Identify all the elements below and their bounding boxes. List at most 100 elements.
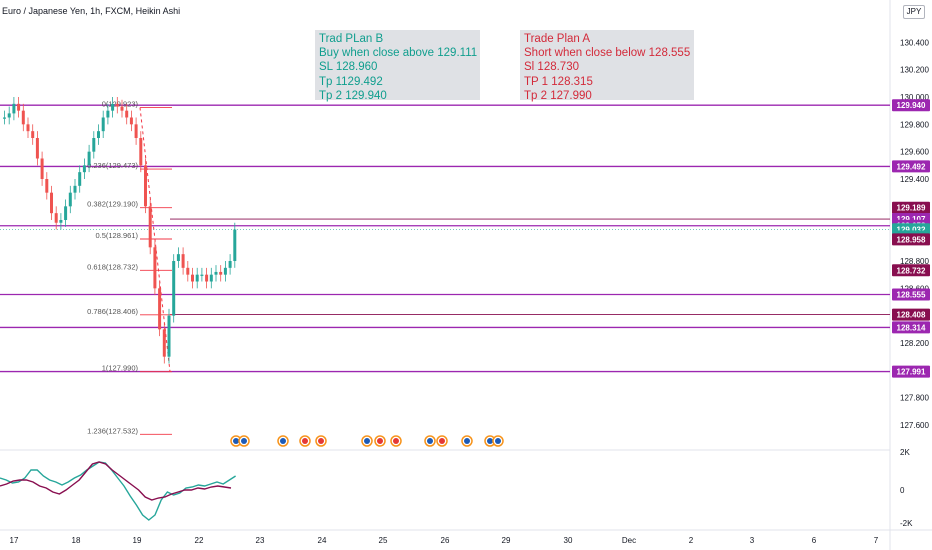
event-marker-dot — [241, 438, 247, 444]
price-badge — [892, 160, 930, 173]
candle-body — [97, 131, 100, 138]
price-badge-label: 129.492 — [897, 162, 926, 171]
candle-body — [120, 106, 124, 111]
osc-tick-label: 2K — [900, 448, 910, 457]
candle-body — [134, 124, 138, 138]
event-marker-dot — [233, 438, 239, 444]
x-tick-label: Dec — [622, 536, 636, 545]
fib-level-label: 0(129.923) — [102, 100, 139, 109]
y-tick-label: 130.400 — [900, 38, 929, 47]
x-tick-label: 24 — [318, 536, 327, 545]
candle-body — [92, 138, 96, 152]
plan-b-line4: Tp 2 129.940 — [319, 89, 387, 102]
y-tick-label: 129.400 — [900, 175, 929, 184]
candle-body — [87, 151, 91, 166]
oscillator-line-slow — [0, 461, 232, 501]
candle-body — [125, 110, 129, 118]
oscillator-line-fast — [0, 461, 236, 521]
x-tick-label: 23 — [256, 536, 265, 545]
x-tick-label: 30 — [564, 536, 573, 545]
price-badge — [892, 201, 930, 214]
y-tick-label: 130.000 — [900, 93, 929, 102]
fib-level-label: 0.5(128.961) — [95, 231, 138, 240]
candle-body — [205, 274, 209, 282]
candle-body — [219, 271, 223, 275]
y-tick-label: 129.800 — [900, 120, 929, 129]
candle-body — [111, 103, 115, 111]
candle-body — [45, 179, 49, 193]
plan-a-line4: Tp 2 127.990 — [524, 89, 592, 102]
event-marker-dot — [439, 438, 445, 444]
osc-tick-label: 0 — [900, 486, 905, 495]
candle-body — [148, 206, 152, 248]
candle-body — [144, 165, 147, 207]
plan-b-title: Trad PLan B — [319, 33, 384, 45]
price-badge-label: 128.732 — [897, 266, 926, 275]
price-badge-label: 129.107 — [897, 215, 926, 224]
y-tick-label: 130.200 — [900, 66, 929, 75]
candle-body — [158, 288, 162, 330]
price-badge-label: 128.958 — [897, 235, 926, 244]
price-badge — [892, 308, 930, 321]
price-badge — [892, 288, 930, 301]
fib-trend-line — [139, 107, 171, 372]
candle-body — [195, 274, 199, 282]
candle-body — [26, 124, 30, 132]
candle-body — [153, 247, 157, 289]
candle-body — [106, 110, 110, 118]
price-badge-label: 128.408 — [897, 311, 926, 320]
candle-body — [176, 254, 180, 261]
fib-level-label: 0.618(128.732) — [87, 262, 138, 271]
candle-body — [181, 254, 185, 268]
price-badge-label: 128.314 — [897, 323, 926, 332]
x-tick-label: 17 — [10, 536, 19, 545]
x-tick-label: 7 — [874, 536, 879, 545]
candle-body — [54, 213, 58, 223]
trade-plan-a-note[interactable]: Trade Plan A Short when close below 128.… — [520, 30, 694, 102]
fib-level-label: 1(127.990) — [102, 364, 139, 373]
candle-body — [21, 110, 25, 125]
chart-title: Euro / Japanese Yen, 1h, FXCM, Heikin As… — [2, 6, 181, 16]
event-marker-dot — [464, 438, 470, 444]
x-tick-label: 19 — [133, 536, 142, 545]
candle-body — [172, 261, 176, 316]
candle-body — [228, 261, 232, 268]
candle-body — [200, 274, 204, 276]
fib-level-label: 0.786(128.406) — [87, 307, 138, 316]
price-badge-label: 129.940 — [897, 101, 926, 110]
event-marker-dot — [302, 438, 308, 444]
plan-a-title: Trade Plan A — [524, 33, 591, 45]
y-tick-label: 128.800 — [900, 257, 929, 266]
x-tick-label: 26 — [441, 536, 450, 545]
x-tick-label: 22 — [195, 536, 204, 545]
osc-tick-label: -2K — [900, 519, 913, 528]
price-badge — [892, 99, 930, 112]
trade-plan-b-note[interactable]: Trad PLan B Buy when close above 129.111… — [315, 30, 480, 102]
candle-body — [68, 192, 72, 207]
plan-a-line2: Sl 128.730 — [524, 61, 579, 74]
event-marker-dot — [487, 438, 493, 444]
event-marker-dot — [318, 438, 324, 444]
fib-level-label: 0.382(129.190) — [87, 200, 138, 209]
x-tick-label: 3 — [750, 536, 755, 545]
candle-body — [223, 267, 227, 275]
candle-body — [115, 103, 119, 107]
x-tick-label: 25 — [379, 536, 388, 545]
event-marker-dot — [393, 438, 399, 444]
candle-body — [59, 220, 63, 223]
plan-a-line3: TP 1 128.315 — [524, 75, 593, 88]
candle-body — [139, 138, 143, 166]
candle-body — [209, 274, 213, 282]
currency-button[interactable]: JPY — [903, 5, 925, 19]
price-badge-label: 127.991 — [897, 368, 926, 377]
y-tick-label: 127.600 — [900, 421, 929, 430]
price-badge — [892, 233, 930, 246]
candle-body — [12, 103, 16, 114]
candle-body — [101, 117, 105, 132]
event-marker-dot — [364, 438, 370, 444]
candle-body — [35, 138, 39, 159]
plan-b-line2: SL 128.960 — [319, 61, 378, 74]
price-badge-label: 128.555 — [897, 290, 926, 299]
candle-body — [186, 267, 190, 275]
